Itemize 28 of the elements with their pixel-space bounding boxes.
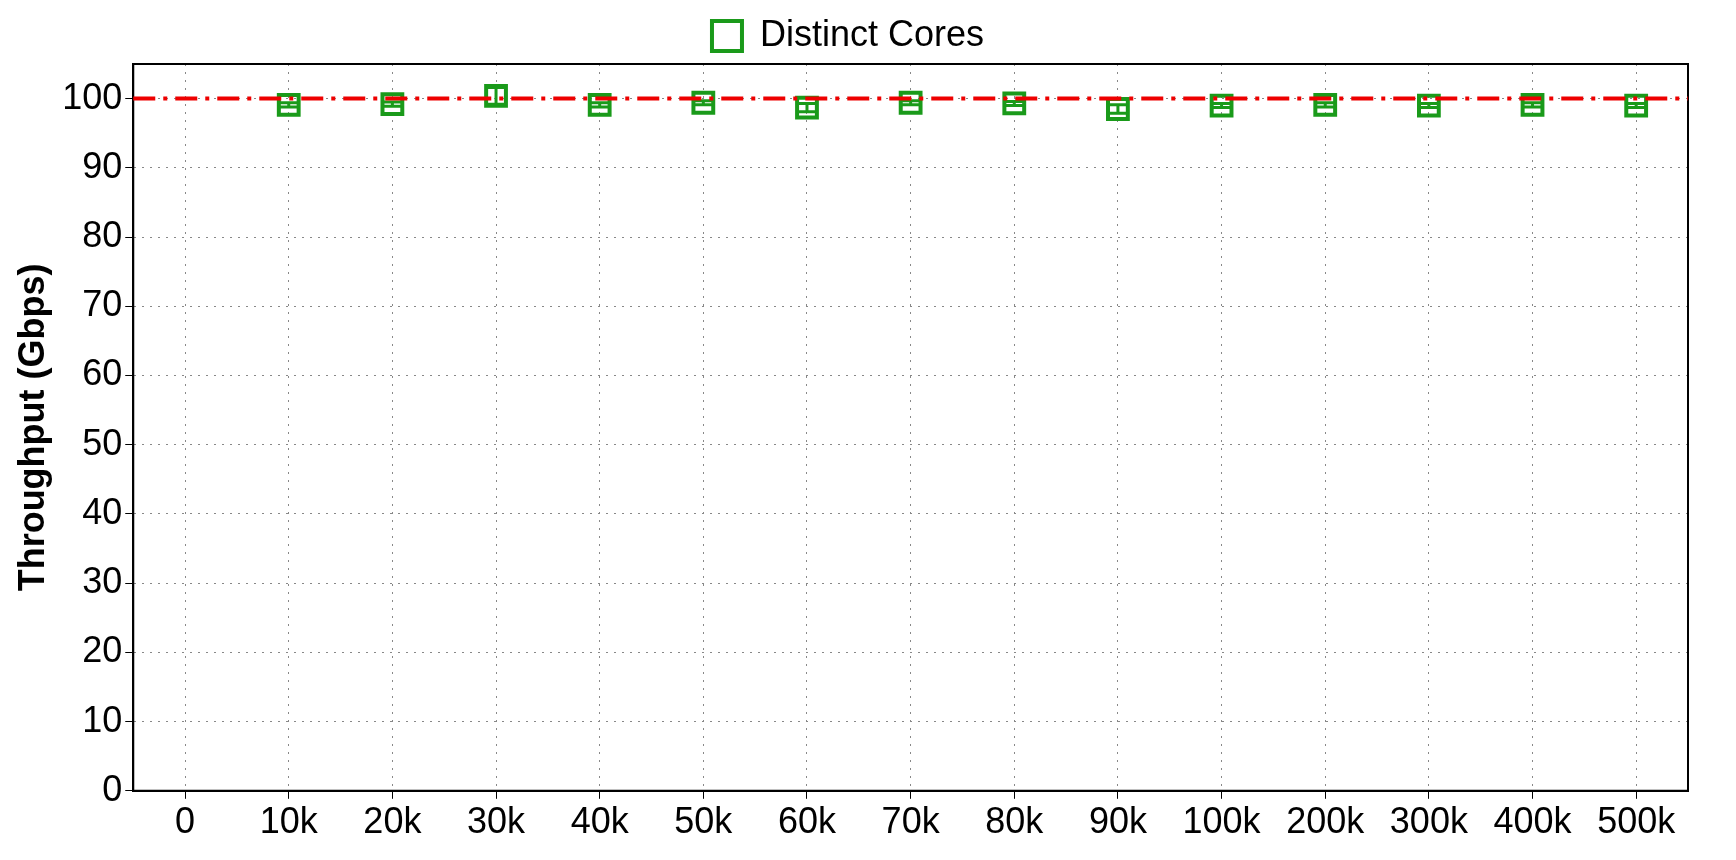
x-tick-label: 10k (259, 800, 319, 842)
x-tick-label: 90k (1088, 800, 1148, 842)
y-tick-label: 70 (82, 283, 123, 325)
x-tick-label: 400k (1493, 800, 1573, 842)
x-tick-label: 70k (881, 800, 941, 842)
y-tick-label: 10 (82, 698, 123, 740)
y-axis-title: Throughput (Gbps) (10, 263, 52, 592)
x-tick-label: 500k (1597, 800, 1677, 842)
y-tick-label: 0 (102, 767, 123, 809)
x-tick-label: 50k (674, 800, 734, 842)
y-tick-label: 90 (82, 144, 123, 186)
y-tick-label: 80 (82, 213, 123, 255)
legend-label: Distinct Cores (759, 12, 985, 54)
y-tick-label: 100 (62, 75, 123, 117)
x-tick-label: 100k (1182, 800, 1262, 842)
x-tick-label: 0 (175, 800, 196, 842)
x-tick-label: 60k (777, 800, 837, 842)
y-tick-label: 60 (82, 352, 123, 394)
y-tick-label: 20 (82, 629, 123, 671)
x-tick-label: 40k (570, 800, 630, 842)
x-tick-label: 300k (1389, 800, 1469, 842)
x-tick-label: 200k (1286, 800, 1366, 842)
y-tick-label: 50 (82, 421, 123, 463)
x-tick-label: 80k (985, 800, 1045, 842)
x-tick-label: 30k (467, 800, 527, 842)
y-tick-label: 40 (82, 490, 123, 532)
y-tick-label: 30 (82, 560, 123, 602)
x-tick-label: 20k (363, 800, 423, 842)
